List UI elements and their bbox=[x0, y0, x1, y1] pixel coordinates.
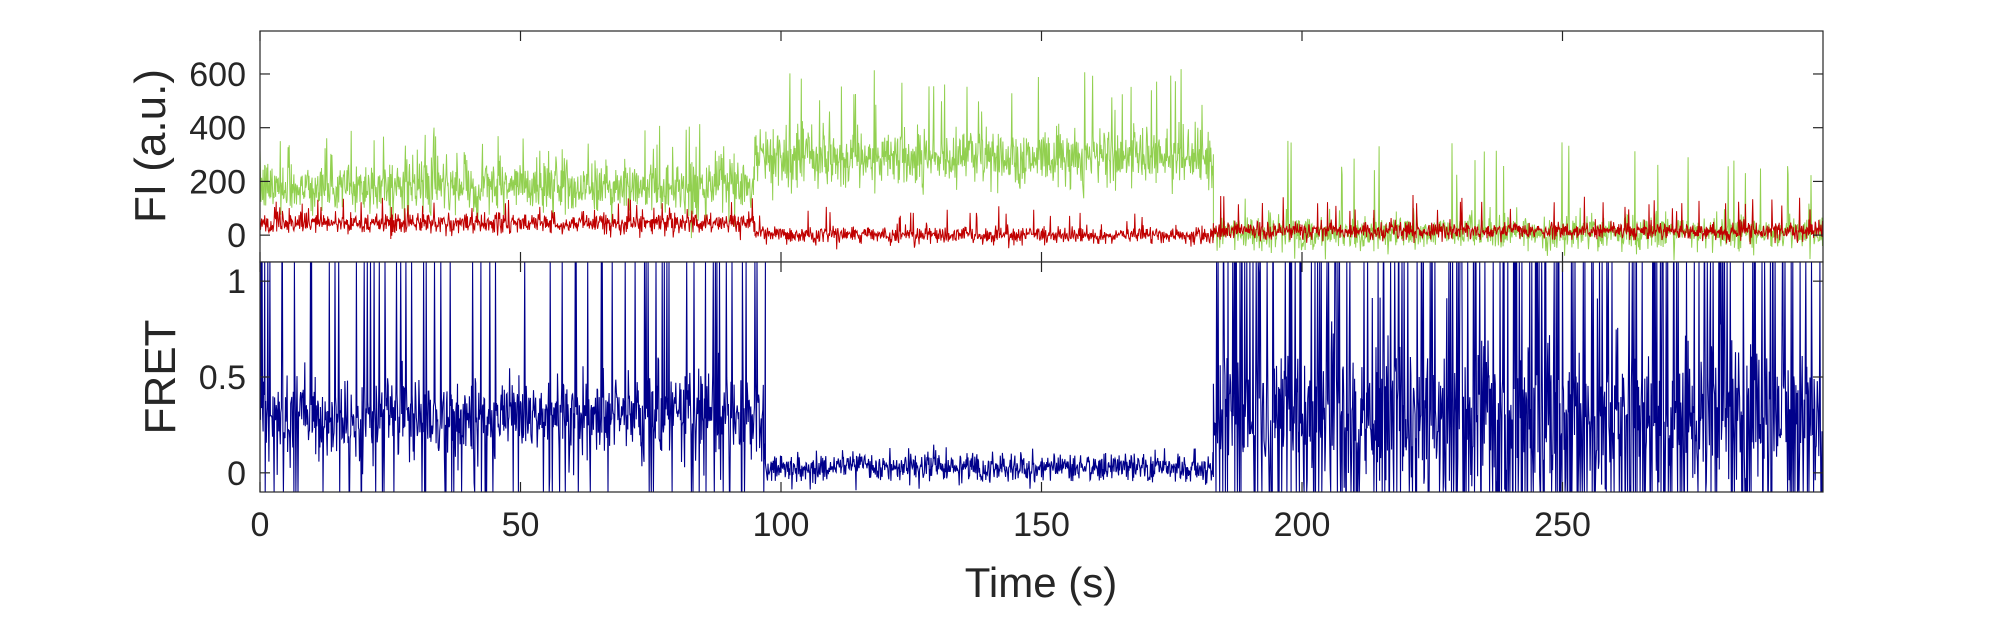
xtick-label-5: 250 bbox=[1534, 506, 1591, 544]
top-series-0-trace bbox=[260, 69, 1823, 261]
xtick-label-2: 100 bbox=[753, 506, 810, 544]
fret-x-ticks: 0 50 100 150 200 250 bbox=[251, 262, 1591, 544]
top-series-1-trace bbox=[260, 194, 1823, 250]
fluorescence-y-axis-label: FI (a.u.) bbox=[126, 69, 175, 223]
x-axis-label: Time (s) bbox=[965, 559, 1117, 606]
fluorescence-series-group bbox=[260, 69, 1823, 261]
fret-y-axis-label: FRET bbox=[136, 320, 185, 435]
fluorescence-x-ticks bbox=[259, 31, 1564, 262]
fluorescence-y-ticks: 0 200 400 600 bbox=[189, 56, 1823, 255]
xtick-label-4: 200 bbox=[1274, 506, 1331, 544]
top-ytick-label-2: 400 bbox=[189, 110, 246, 148]
bottom-ytick-label-0: 0 bbox=[227, 455, 246, 493]
top-ytick-label-1: 200 bbox=[189, 163, 246, 201]
bottom-ytick-label-1: 0.5 bbox=[199, 359, 246, 397]
fret-panel: 00.51 0 50 100 150 200 250 FRET Time (s) bbox=[136, 261, 1824, 606]
fret-y-ticks: 00.51 bbox=[199, 263, 1823, 493]
top-ytick-label-0: 0 bbox=[227, 217, 246, 255]
xtick-label-0: 0 bbox=[251, 506, 270, 544]
xtick-label-3: 150 bbox=[1013, 506, 1070, 544]
fluorescence-panel: 0 200 400 600 FI (a.u.) bbox=[126, 30, 1824, 263]
bottom-ytick-label-2: 1 bbox=[227, 263, 246, 301]
xtick-label-1: 50 bbox=[502, 506, 540, 544]
top-ytick-label-3: 600 bbox=[189, 56, 246, 94]
